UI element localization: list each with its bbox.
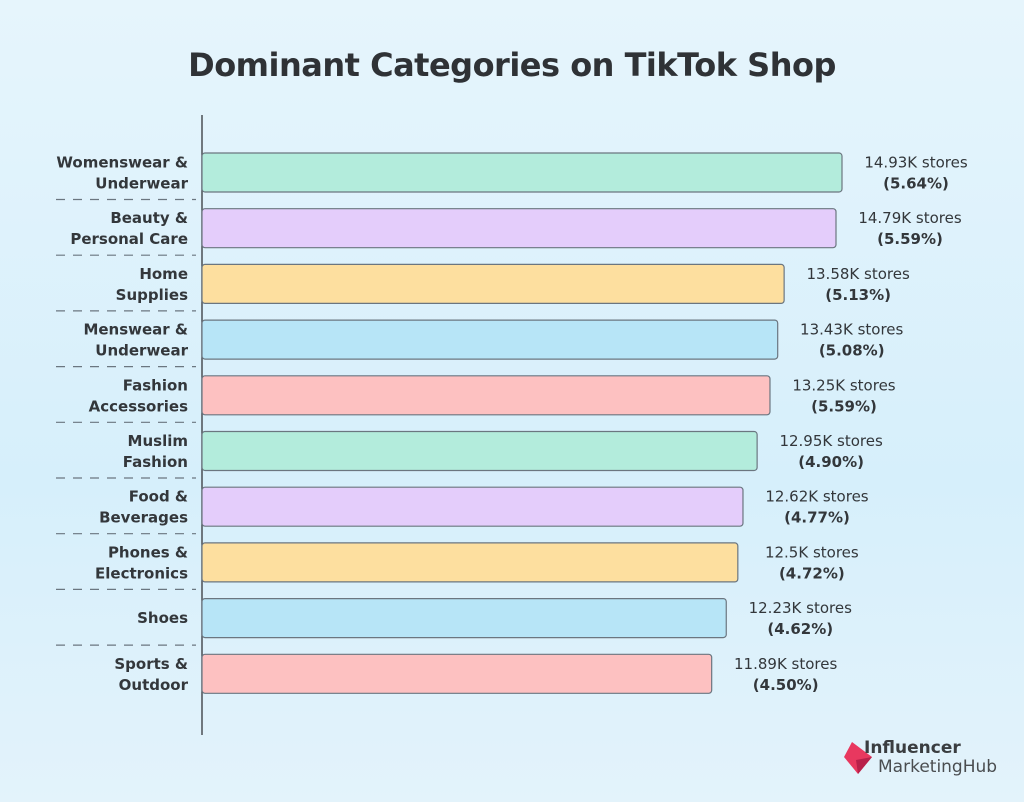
category-label: Fashion — [123, 376, 188, 394]
category-label: Sports & — [114, 655, 188, 673]
category-label: Outdoor — [119, 676, 189, 694]
chart-title: Dominant Categories on TikTok Shop — [188, 46, 836, 84]
percent-label: (5.64%) — [883, 175, 949, 193]
category-label: Womenswear & — [56, 154, 188, 172]
percent-label: (4.72%) — [779, 564, 845, 582]
bar — [201, 319, 779, 360]
category-label: Supplies — [116, 286, 188, 304]
category-label: Phones & — [108, 543, 188, 561]
bar — [201, 375, 771, 416]
category-label: Beauty & — [110, 209, 188, 227]
logo-text-line2: MarketingHub — [878, 757, 998, 777]
category-label: Underwear — [95, 342, 188, 360]
category-label: Electronics — [95, 564, 188, 582]
category-label: Muslim — [128, 432, 188, 450]
logo-diamond-icon — [844, 742, 872, 774]
category-label: Underwear — [95, 175, 188, 193]
category-label: Accessories — [89, 397, 188, 415]
category-label: Beverages — [99, 509, 188, 527]
percent-label: (5.13%) — [825, 286, 891, 304]
category-label: Personal Care — [70, 230, 188, 248]
bar — [201, 653, 713, 694]
value-label: 14.93K stores — [864, 154, 967, 172]
value-label: 12.95K stores — [779, 432, 882, 450]
bar — [201, 208, 837, 249]
bar — [201, 263, 785, 304]
value-label: 13.25K stores — [792, 376, 895, 394]
category-label: Fashion — [123, 453, 188, 471]
category-label: Menswear & — [83, 321, 188, 339]
percent-label: (4.62%) — [767, 620, 833, 638]
category-label: Home — [139, 265, 188, 283]
percent-label: (4.90%) — [798, 453, 864, 471]
bar — [201, 430, 758, 472]
value-label: 14.79K stores — [858, 209, 961, 227]
percent-label: (5.08%) — [819, 342, 885, 360]
bar — [201, 486, 744, 527]
percent-label: (4.77%) — [784, 509, 850, 527]
value-label: 13.43K stores — [800, 321, 903, 339]
category-label: Food & — [129, 488, 188, 506]
value-label: 13.58K stores — [806, 265, 909, 283]
value-label: 12.23K stores — [749, 599, 852, 617]
percent-label: (5.59%) — [877, 230, 943, 248]
value-label: 12.62K stores — [765, 488, 868, 506]
percent-label: (5.59%) — [811, 397, 877, 415]
logo-text-line1: Influencer — [864, 738, 961, 758]
value-label: 12.5K stores — [765, 543, 859, 561]
bar — [201, 542, 739, 583]
value-label: 11.89K stores — [734, 655, 837, 673]
bar — [201, 152, 843, 193]
category-label: Shoes — [137, 609, 188, 627]
bar — [201, 597, 727, 639]
percent-label: (4.50%) — [753, 676, 819, 694]
influencer-marketing-hub-logo: Influencer MarketingHub — [842, 738, 1012, 778]
